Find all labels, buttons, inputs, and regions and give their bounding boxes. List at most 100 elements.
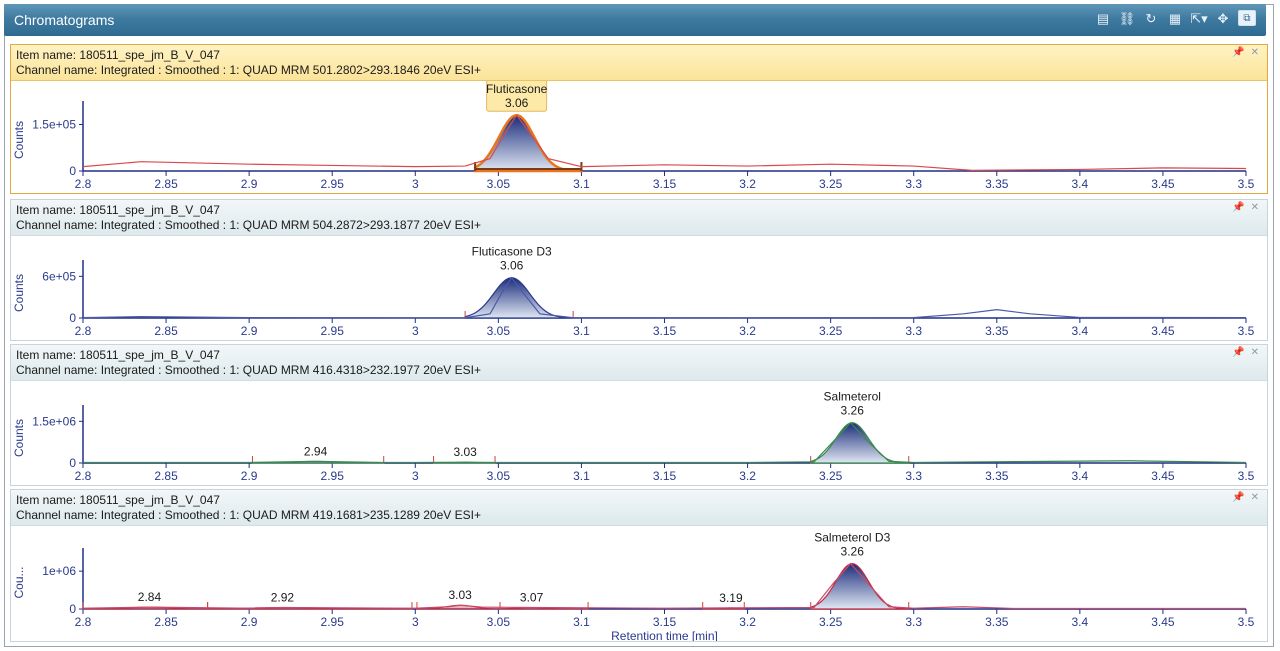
x-tick-label: 2.95 xyxy=(321,469,345,483)
x-tick-label: 3.2 xyxy=(739,177,756,191)
x-tick-label: 3.25 xyxy=(819,324,843,338)
x-tick-label: 3.45 xyxy=(1151,324,1175,338)
peak-name-label: Fluticasone D3 xyxy=(472,245,552,259)
x-tick-label: 2.95 xyxy=(321,324,345,338)
x-tick-label: 3.5 xyxy=(1238,615,1255,629)
peak-area xyxy=(810,422,910,464)
x-tick-label: 3.15 xyxy=(653,324,677,338)
pin-icon[interactable]: 📌 xyxy=(1232,47,1245,58)
toolbar: ▤ ⛓ ↻ ▦ ⇱▾ ✥ ⧉ xyxy=(1094,10,1256,28)
window-title: Chromatograms xyxy=(14,12,115,28)
y-tick-label: 1.5e+06 xyxy=(32,414,76,428)
y-tick-label: 1.5e+05 xyxy=(32,118,76,132)
item-name: Item name: 180511_spe_jm_B_V_047 xyxy=(16,348,220,362)
x-tick-label: 3.2 xyxy=(739,324,756,338)
grid-icon[interactable]: ▦ xyxy=(1168,11,1182,26)
peak-rt-label: 2.84 xyxy=(138,590,162,604)
x-tick-label: 3.1 xyxy=(573,324,590,338)
pin-icon[interactable]: 📌 xyxy=(1232,492,1245,503)
x-tick-label: 2.85 xyxy=(154,177,178,191)
item-name: Item name: 180511_spe_jm_B_V_047 xyxy=(16,493,220,507)
window-titlebar: Chromatograms ▤ ⛓ ↻ ▦ ⇱▾ ✥ ⧉ xyxy=(4,4,1266,36)
x-tick-label: 3.3 xyxy=(905,615,922,629)
move-icon[interactable]: ✥ xyxy=(1217,11,1229,26)
x-tick-label: 2.9 xyxy=(241,177,258,191)
peak-rt-label: 3.19 xyxy=(719,591,743,605)
y-tick-label: 6e+05 xyxy=(42,269,76,283)
chromatogram-chart[interactable]: Cou... 0 1e+06 2.8 2.85 2.9 2.95 3 3.05 3.1 3.15 3.… xyxy=(11,526,1267,641)
y-tick-label: 0 xyxy=(69,164,76,178)
pin-icon[interactable]: 📌 xyxy=(1232,202,1245,213)
x-tick-label: 2.9 xyxy=(241,615,258,629)
x-tick-label: 3.35 xyxy=(985,177,1009,191)
peak-rt-label: 3.06 xyxy=(500,259,524,273)
x-tick-label: 3.15 xyxy=(653,615,677,629)
x-tick-label: 2.9 xyxy=(241,469,258,483)
x-tick-label: 3.25 xyxy=(819,469,843,483)
x-tick-label: 3.25 xyxy=(819,615,843,629)
peak-rt-label: 3.26 xyxy=(841,404,865,418)
close-icon[interactable]: ✕ xyxy=(1250,47,1259,58)
channel-name: Channel name: Integrated : Smoothed : 1:… xyxy=(16,363,481,377)
panel-header: Item name: 180511_spe_jm_B_V_047 Channel… xyxy=(11,345,1267,381)
item-name: Item name: 180511_spe_jm_B_V_047 xyxy=(16,48,220,62)
table-view-icon[interactable]: ▤ xyxy=(1096,11,1110,26)
peak-area xyxy=(464,277,574,319)
channel-name: Channel name: Integrated : Smoothed : 1:… xyxy=(16,508,481,522)
peak-rt-label: 3.06 xyxy=(505,96,529,110)
chromatogram-panel-1[interactable]: Item name: 180511_spe_jm_B_V_047 Channel… xyxy=(10,44,1268,194)
refresh-icon[interactable]: ↻ xyxy=(1145,11,1157,26)
x-tick-label: 3.05 xyxy=(487,177,511,191)
chromatogram-chart[interactable]: Counts 0 1.5e+06 2.8 2.85 2.9 2.95 3 3.05 3.1 3.15… xyxy=(11,381,1267,485)
x-tick-label: 2.95 xyxy=(321,615,345,629)
chromatogram-panel-3[interactable]: Item name: 180511_spe_jm_B_V_047 Channel… xyxy=(10,344,1268,486)
channel-name: Channel name: Integrated : Smoothed : 1:… xyxy=(16,63,481,77)
x-tick-label: 3.45 xyxy=(1151,177,1175,191)
peak-rt-label: 3.26 xyxy=(841,545,865,559)
chromatogram-chart[interactable]: Counts 0 6e+05 2.8 2.85 2.9 2.95 3 3.05 3.1 3.15 3.… xyxy=(11,236,1267,340)
export-icon[interactable]: ⇱▾ xyxy=(1190,11,1208,26)
chromatogram-panel-2[interactable]: Item name: 180511_spe_jm_B_V_047 Channel… xyxy=(10,199,1268,341)
x-tick-label: 3.1 xyxy=(573,469,590,483)
x-tick-label: 3.5 xyxy=(1238,324,1255,338)
x-tick-label: 3.15 xyxy=(653,469,677,483)
y-axis-label: Counts xyxy=(12,274,26,312)
pin-icon[interactable]: 📌 xyxy=(1232,347,1245,358)
x-tick-label: 3.4 xyxy=(1072,469,1089,483)
x-tick-label: 2.85 xyxy=(154,615,178,629)
y-axis-label: Counts xyxy=(12,419,26,457)
panel-header: Item name: 180511_spe_jm_B_V_047 Channel… xyxy=(11,45,1267,81)
x-tick-label: 2.8 xyxy=(75,177,92,191)
close-icon[interactable]: ✕ xyxy=(1250,347,1259,358)
x-tick-label: 2.85 xyxy=(154,324,178,338)
chromatogram-chart[interactable]: Counts 0 1.5e+05 2.8 2.85 2.9 2.95 3 3.05 3.1 3.15… xyxy=(11,81,1267,193)
y-tick-label: 0 xyxy=(69,456,76,470)
x-tick-label: 3.1 xyxy=(573,615,590,629)
y-tick-label: 0 xyxy=(69,311,76,325)
peak-rt-label: 3.07 xyxy=(520,590,544,604)
chromatogram-trace xyxy=(82,562,1246,610)
chromatogram-trace xyxy=(82,276,1247,319)
x-tick-label: 3.45 xyxy=(1151,615,1175,629)
x-tick-label: 3 xyxy=(412,324,419,338)
x-tick-label: 3.4 xyxy=(1072,324,1089,338)
link-icon[interactable]: ⛓ xyxy=(1118,11,1136,26)
chromatogram-panel-4[interactable]: Item name: 180511_spe_jm_B_V_047 Channel… xyxy=(10,489,1268,642)
panel-header: Item name: 180511_spe_jm_B_V_047 Channel… xyxy=(11,200,1267,236)
x-tick-label: 3.2 xyxy=(739,615,756,629)
x-tick-label: 2.8 xyxy=(75,615,92,629)
restore-icon[interactable]: ⧉ xyxy=(1238,10,1256,26)
peak-label-box xyxy=(486,81,548,112)
peak-area xyxy=(810,562,910,610)
x-tick-label: 3.05 xyxy=(487,469,511,483)
close-icon[interactable]: ✕ xyxy=(1250,492,1259,503)
chromatogram-trace xyxy=(82,114,1247,171)
close-icon[interactable]: ✕ xyxy=(1250,202,1259,213)
y-tick-label: 0 xyxy=(69,602,76,616)
item-name: Item name: 180511_spe_jm_B_V_047 xyxy=(16,203,220,217)
x-tick-label: 3.3 xyxy=(905,469,922,483)
peak-area xyxy=(473,114,583,173)
x-tick-label: 3 xyxy=(412,177,419,191)
y-tick-label: 1e+06 xyxy=(42,564,76,578)
peak-rt-label: 2.94 xyxy=(304,444,328,458)
